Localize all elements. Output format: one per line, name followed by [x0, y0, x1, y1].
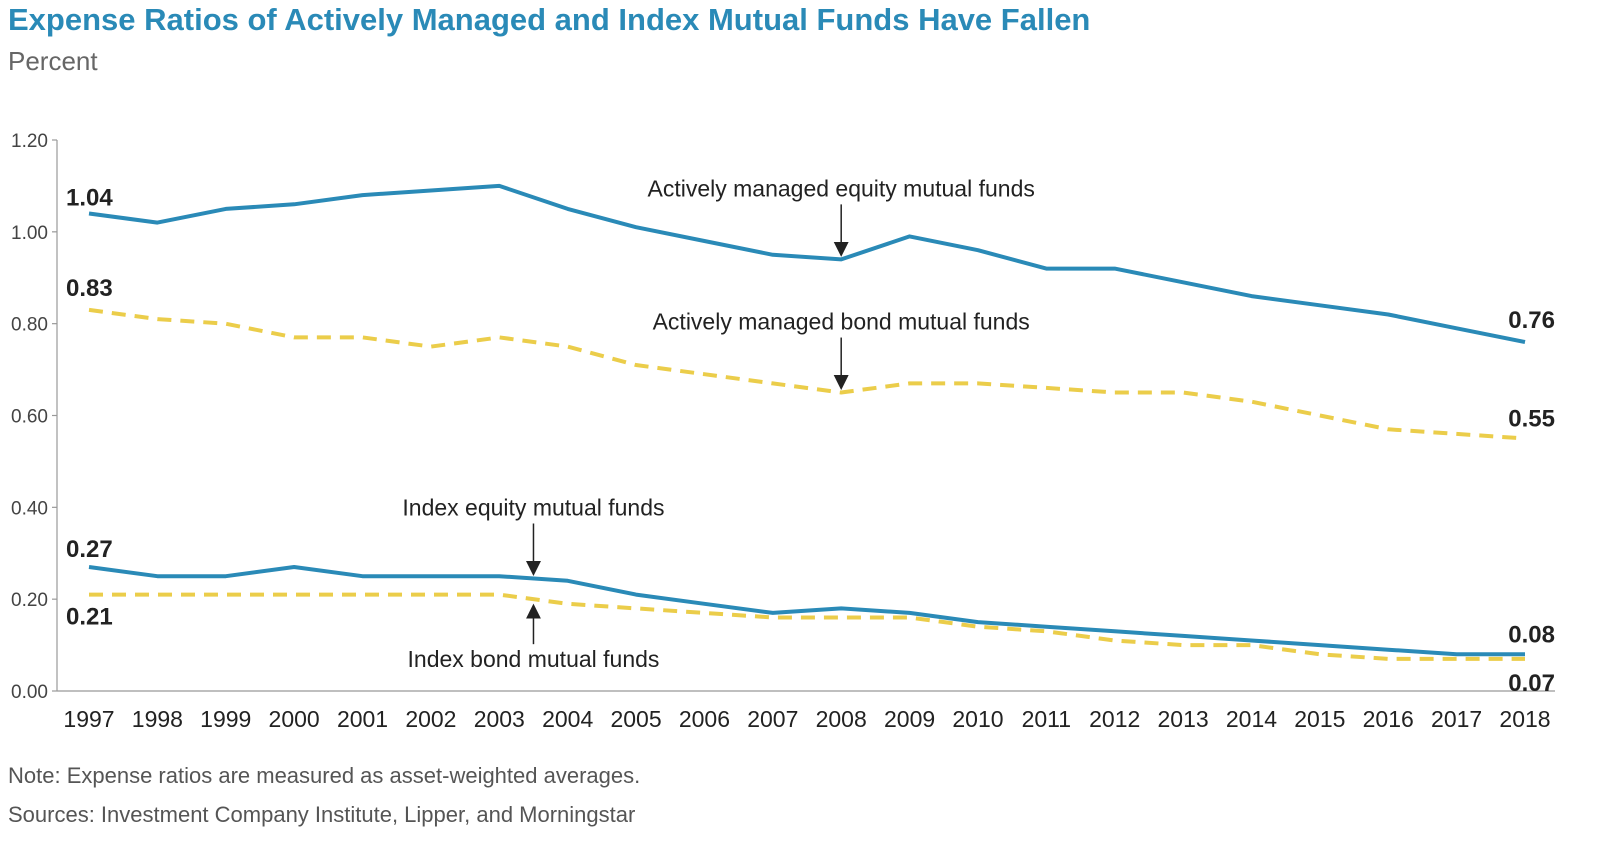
series-annotation-label: Actively managed bond mutual funds [653, 309, 1030, 335]
series-start-label: 0.21 [66, 604, 113, 631]
series-end-label: 0.76 [1508, 307, 1555, 334]
x-tick-label: 2010 [952, 706, 1003, 732]
x-tick-label: 2004 [542, 706, 593, 732]
series-start-label: 1.04 [66, 184, 113, 211]
x-tick-label: 2016 [1363, 706, 1414, 732]
x-tick-label: 2000 [269, 706, 320, 732]
x-tick-label: 2013 [1158, 706, 1209, 732]
series-start-label: 0.83 [66, 275, 113, 302]
x-tick-label: 2001 [337, 706, 388, 732]
series-annotation-label: Actively managed equity mutual funds [647, 175, 1034, 201]
x-tick-label: 2005 [610, 706, 661, 732]
x-tick-label: 2012 [1089, 706, 1140, 732]
y-tick-label: 0.60 [11, 407, 48, 428]
chart-note: Note: Expense ratios are measured as ass… [8, 763, 641, 788]
series-line-2 [88, 307, 1526, 441]
x-tick-label: 1998 [132, 706, 183, 732]
x-tick-label: 2015 [1294, 706, 1345, 732]
y-tick-label: 0.40 [11, 498, 48, 519]
y-tick-label: 0.20 [11, 590, 48, 611]
y-tick-label: 1.20 [11, 131, 48, 152]
chart-subtitle: Percent [8, 46, 98, 76]
x-tick-label: 2018 [1499, 706, 1550, 732]
series-end-label: 0.07 [1508, 670, 1555, 697]
y-tick-label: 0.00 [11, 682, 48, 703]
chart-sources: Sources: Investment Company Institute, L… [8, 802, 636, 827]
x-tick-label: 2011 [1022, 706, 1071, 732]
x-tick-label: 2002 [405, 706, 456, 732]
x-tick-label: 1999 [200, 706, 251, 732]
series-line-4 [89, 592, 1525, 661]
x-tick-label: 2014 [1226, 706, 1277, 732]
series-annotation-label: Index equity mutual funds [402, 495, 664, 521]
series-line-3 [88, 565, 1525, 657]
chart-title: Expense Ratios of Actively Managed and I… [8, 2, 1091, 37]
x-tick-label: 2003 [474, 706, 525, 732]
x-tick-label: 2009 [884, 706, 935, 732]
x-tick-label: 2006 [679, 706, 730, 732]
series-annotation-label: Index bond mutual funds [408, 646, 660, 672]
series-end-label: 0.08 [1508, 621, 1555, 648]
series-start-label: 0.27 [66, 536, 113, 563]
y-tick-label: 0.80 [11, 315, 48, 336]
x-tick-label: 2007 [747, 706, 798, 732]
x-tick-label: 2017 [1431, 706, 1482, 732]
series-end-label: 0.55 [1508, 405, 1555, 432]
y-tick-label: 1.00 [11, 223, 48, 244]
x-tick-label: 2008 [816, 706, 867, 732]
series-line-1 [88, 183, 1526, 344]
line-chart: 0.00 0.20 0.40 0.60 0.80 1.00 1.20 1997 1998 1999… [11, 131, 1555, 732]
x-tick-label: 1997 [63, 706, 114, 732]
